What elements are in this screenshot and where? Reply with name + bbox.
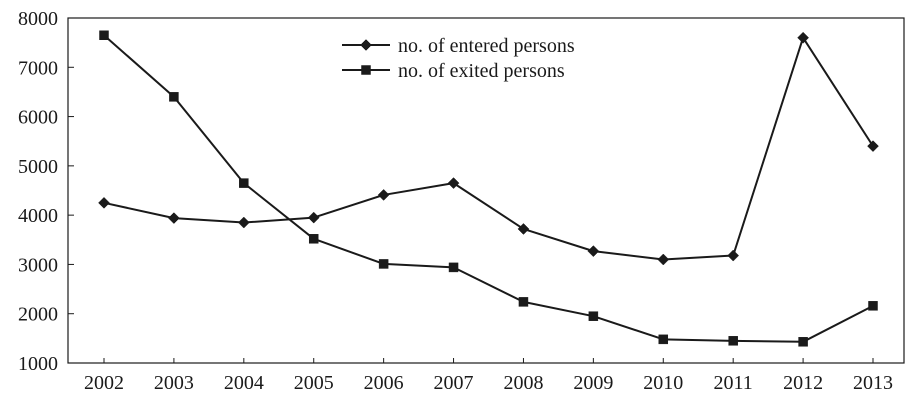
data-point-square bbox=[239, 178, 249, 188]
data-point-diamond bbox=[727, 249, 740, 262]
legend-item: no. of entered persons bbox=[342, 35, 575, 57]
data-point-square bbox=[308, 234, 319, 244]
data-point-diamond bbox=[237, 216, 250, 229]
data-point-diamond bbox=[98, 196, 110, 209]
legend-label: no. of entered persons bbox=[398, 35, 575, 57]
x-axis-ticks: 2002 2003 2004 2005 2006 2007 2008 2009 2010 2011… bbox=[84, 358, 893, 394]
x-tick-label: 2007 bbox=[434, 372, 474, 394]
axes-group bbox=[67, 17, 905, 364]
legend-item: no. of exited persons bbox=[342, 60, 565, 82]
data-point-square bbox=[588, 311, 599, 321]
data-point-diamond bbox=[517, 223, 530, 235]
series-line bbox=[103, 36, 874, 261]
x-tick-label: 2005 bbox=[294, 372, 334, 394]
data-point-square bbox=[798, 337, 808, 347]
data-point-diamond bbox=[657, 253, 670, 266]
y-tick-label: 1000 bbox=[18, 353, 58, 375]
series-exited bbox=[99, 30, 878, 347]
plot-frame bbox=[67, 17, 905, 364]
data-point-square bbox=[99, 30, 109, 40]
legend-label: no. of exited persons bbox=[398, 60, 565, 82]
data-point-square bbox=[868, 301, 878, 311]
data-point-square bbox=[518, 297, 529, 307]
x-tick-label: 2012 bbox=[783, 372, 823, 394]
x-tick-label: 2003 bbox=[154, 372, 194, 394]
data-point-diamond bbox=[168, 212, 180, 224]
series-group bbox=[98, 30, 879, 347]
data-point-diamond bbox=[797, 31, 809, 44]
series-entered bbox=[98, 31, 879, 266]
x-tick-label: 2006 bbox=[364, 372, 404, 394]
legend: no. of entered persons no. of exited pers… bbox=[342, 35, 575, 82]
x-tick-label: 2008 bbox=[503, 372, 543, 394]
y-tick-label: 2000 bbox=[18, 304, 58, 326]
y-tick-label: 4000 bbox=[18, 205, 58, 227]
data-point-square bbox=[448, 262, 459, 273]
legend-marker bbox=[361, 65, 371, 75]
data-point-square bbox=[169, 92, 179, 102]
y-tick-label: 5000 bbox=[18, 156, 58, 178]
x-tick-label: 2009 bbox=[573, 372, 613, 394]
data-point-diamond bbox=[377, 189, 390, 201]
data-point-diamond bbox=[307, 211, 320, 224]
x-tick-label: 2013 bbox=[853, 372, 893, 394]
y-tick-label: 8000 bbox=[18, 8, 58, 30]
x-tick-label: 2002 bbox=[84, 372, 124, 394]
x-tick-label: 2011 bbox=[714, 372, 753, 394]
x-tick-label: 2010 bbox=[643, 372, 683, 394]
data-point-diamond bbox=[447, 177, 460, 189]
y-tick-label: 3000 bbox=[18, 254, 58, 276]
data-point-square bbox=[728, 336, 738, 346]
data-point-diamond bbox=[587, 245, 600, 257]
x-tick-label: 2004 bbox=[224, 372, 264, 394]
y-axis-ticks: 1000 2000 3000 4000 5000 6000 7000 8000 bbox=[18, 8, 74, 375]
data-point-diamond bbox=[867, 140, 879, 152]
data-point-square bbox=[658, 334, 669, 345]
y-tick-label: 6000 bbox=[18, 107, 58, 129]
series-line bbox=[103, 34, 874, 343]
legend-marker bbox=[360, 39, 372, 51]
data-point-square bbox=[378, 259, 389, 269]
y-tick-label: 7000 bbox=[18, 57, 58, 79]
